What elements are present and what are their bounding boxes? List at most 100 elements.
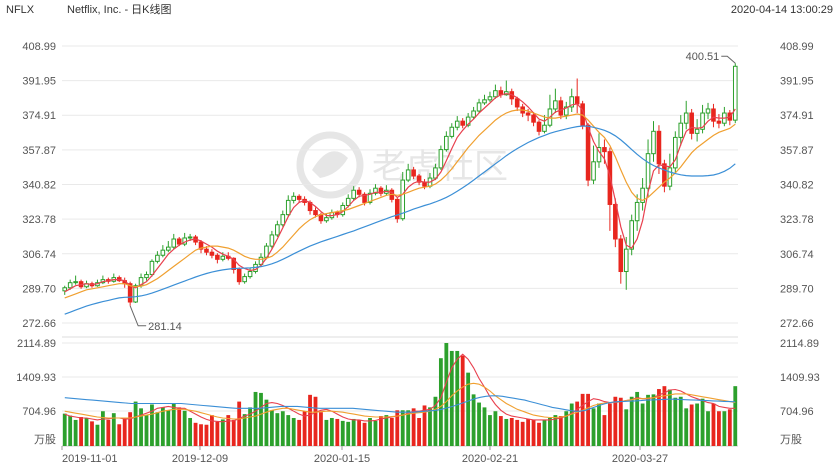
volume-bar	[384, 415, 389, 446]
price-tick-right: 391.95	[780, 76, 814, 88]
candle-body	[405, 169, 411, 181]
price-tick-left: 289.70	[22, 283, 56, 295]
x-tick-label: 2020-03-27	[612, 453, 668, 465]
volume-bar	[215, 421, 220, 446]
candle-body	[613, 203, 618, 240]
price-ma-mid-line	[64, 109, 736, 299]
volume-bar	[657, 389, 661, 446]
volume-bar	[319, 412, 323, 446]
volume-bar	[204, 424, 209, 446]
price-ma-short-line	[64, 93, 736, 293]
volume-bar	[171, 403, 176, 446]
volume-bar	[542, 419, 547, 446]
candle-body	[569, 96, 575, 108]
volume-bar	[613, 396, 618, 446]
candle-body	[438, 149, 444, 169]
candle-body	[716, 120, 722, 124]
company-name: Netflix, Inc. - 日K线图	[67, 2, 172, 16]
volume-bar	[160, 407, 165, 446]
volume-bar	[411, 408, 416, 446]
price-tick-left: 323.78	[22, 214, 56, 226]
candle-body	[67, 282, 73, 289]
volume-bar	[280, 411, 285, 446]
candle-body	[678, 122, 684, 138]
volume-bar	[253, 391, 258, 446]
volume-bar	[275, 413, 280, 446]
candle-body	[629, 220, 634, 250]
volume-bar	[575, 401, 580, 446]
candle-body	[444, 135, 449, 151]
volume-bar	[618, 397, 623, 446]
volume-bar	[706, 411, 710, 446]
candle-body	[514, 98, 520, 108]
volume-bar	[422, 405, 427, 446]
candle-body	[242, 276, 247, 283]
volume-tick-right: 2114.89	[780, 338, 819, 350]
volume-bar	[79, 417, 83, 446]
candle-body	[275, 224, 280, 236]
volume-bar	[220, 419, 225, 446]
price-ma-long-line	[64, 125, 736, 315]
volume-bar	[242, 414, 247, 446]
candle-body	[640, 187, 645, 203]
volume-bar	[117, 424, 122, 446]
volume-bar	[400, 410, 405, 446]
candle-body	[591, 161, 596, 181]
volume-bar	[302, 411, 307, 446]
candle-body	[362, 193, 367, 203]
volume-bar	[531, 419, 536, 446]
price-tick-right: 323.78	[780, 214, 814, 226]
volume-bar	[711, 403, 716, 446]
volume-bar	[509, 417, 514, 446]
volume-bar	[629, 396, 634, 446]
candle-body	[689, 112, 694, 134]
volume-bar	[526, 418, 531, 446]
candle-body	[602, 147, 607, 153]
candle-body	[149, 260, 155, 276]
volume-bar	[111, 413, 116, 446]
candle-body	[367, 192, 373, 203]
candle-body	[155, 254, 160, 262]
price-tick-left: 408.99	[22, 41, 56, 53]
volume-bar	[329, 417, 334, 446]
volume-bar	[477, 402, 481, 446]
volume-bar	[362, 422, 367, 446]
candle-body	[460, 120, 465, 126]
candle-body	[558, 100, 564, 116]
candle-body	[373, 187, 378, 194]
candle-body	[62, 287, 68, 292]
candle-body	[493, 90, 498, 98]
volume-bar	[155, 412, 160, 446]
volume-bar	[520, 421, 525, 446]
candle-body	[285, 199, 291, 216]
volume-bar	[62, 413, 67, 446]
x-tick-label: 2020-02-21	[462, 453, 518, 465]
volume-bar	[684, 408, 689, 446]
candle-body	[378, 187, 384, 194]
volume-bar	[193, 422, 198, 446]
volume-bar	[455, 350, 460, 446]
volume-bar	[68, 415, 73, 446]
candle-body	[176, 238, 182, 245]
candle-body	[313, 210, 318, 216]
volume-bar	[95, 424, 100, 446]
candle-body	[160, 249, 166, 256]
volume-bar	[591, 408, 596, 446]
candle-body	[296, 195, 302, 200]
volume-bar	[482, 407, 487, 446]
volume-bar	[139, 408, 143, 446]
price-tick-right: 357.87	[780, 145, 814, 157]
candle-body	[585, 124, 591, 181]
volume-bar	[188, 417, 193, 446]
volume-bar	[733, 386, 738, 446]
volume-bar	[471, 394, 476, 446]
volume-bar	[73, 419, 78, 446]
volume-bar	[150, 404, 154, 446]
volume-bar	[351, 418, 356, 446]
volume-bar	[558, 416, 563, 446]
candle-body	[634, 201, 640, 222]
watermark-logo	[296, 131, 364, 199]
volume-tick-right: 1409.93	[780, 372, 820, 384]
volume-bar	[640, 403, 645, 446]
